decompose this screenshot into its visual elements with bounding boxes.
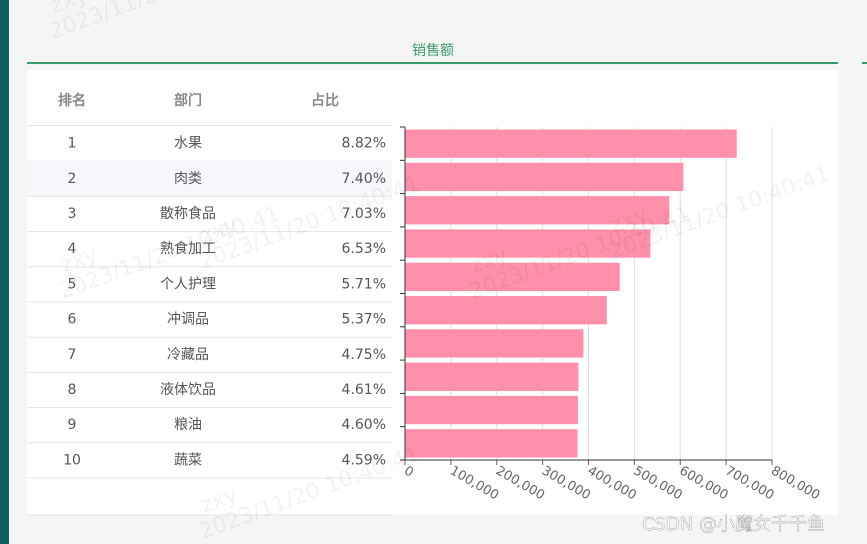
rank-cell: 9 (68, 417, 77, 433)
share-cell: 7.03% (342, 206, 386, 222)
column-header: 排名 (58, 92, 86, 109)
department-cell: 冲调品 (167, 312, 209, 328)
bar (405, 262, 620, 291)
department-cell: 肉类 (174, 171, 202, 187)
bar (405, 129, 737, 158)
share-cell: 4.61% (342, 382, 386, 398)
rank-cell: 8 (68, 382, 77, 398)
rank-cell: 1 (68, 136, 77, 152)
share-cell: 4.60% (342, 417, 386, 433)
department-cell: 蔬菜 (174, 452, 202, 468)
share-cell: 5.37% (342, 312, 386, 328)
column-header: 部门 (174, 92, 202, 109)
column-header: 占比 (311, 92, 339, 109)
share-cell: 7.40% (342, 171, 386, 187)
share-cell: 4.59% (342, 452, 386, 468)
credit: CSDN @小魔女千千鱼 (642, 514, 825, 535)
row-highlight (27, 161, 392, 197)
bar (405, 162, 684, 192)
rank-cell: 2 (68, 171, 77, 187)
share-cell: 8.82% (342, 136, 386, 152)
rank-cell: 6 (68, 312, 77, 328)
rank-cell: 5 (68, 276, 77, 292)
department-cell: 液体饮品 (160, 382, 216, 398)
side-strip (0, 0, 9, 544)
share-cell: 6.53% (342, 241, 386, 257)
rank-cell: 7 (68, 347, 77, 363)
bar (405, 395, 578, 425)
department-cell: 冷藏品 (167, 347, 209, 363)
department-cell: 散称食品 (160, 205, 216, 222)
department-cell: 熟食加工 (160, 240, 216, 257)
rank-cell: 3 (68, 206, 77, 222)
bar (405, 296, 607, 325)
rank-cell: 10 (63, 452, 81, 468)
department-cell: 粮油 (174, 417, 202, 433)
department-cell: 个人护理 (160, 276, 216, 292)
bar (405, 229, 651, 258)
bar (405, 429, 578, 458)
rank-cell: 4 (68, 241, 77, 257)
bar (405, 329, 584, 358)
panel-title: 销售额 (412, 43, 454, 59)
department-cell: 水果 (174, 136, 202, 152)
share-cell: 4.75% (342, 347, 386, 363)
share-cell: 5.71% (342, 276, 386, 292)
bar (405, 362, 579, 391)
bar (405, 196, 670, 225)
